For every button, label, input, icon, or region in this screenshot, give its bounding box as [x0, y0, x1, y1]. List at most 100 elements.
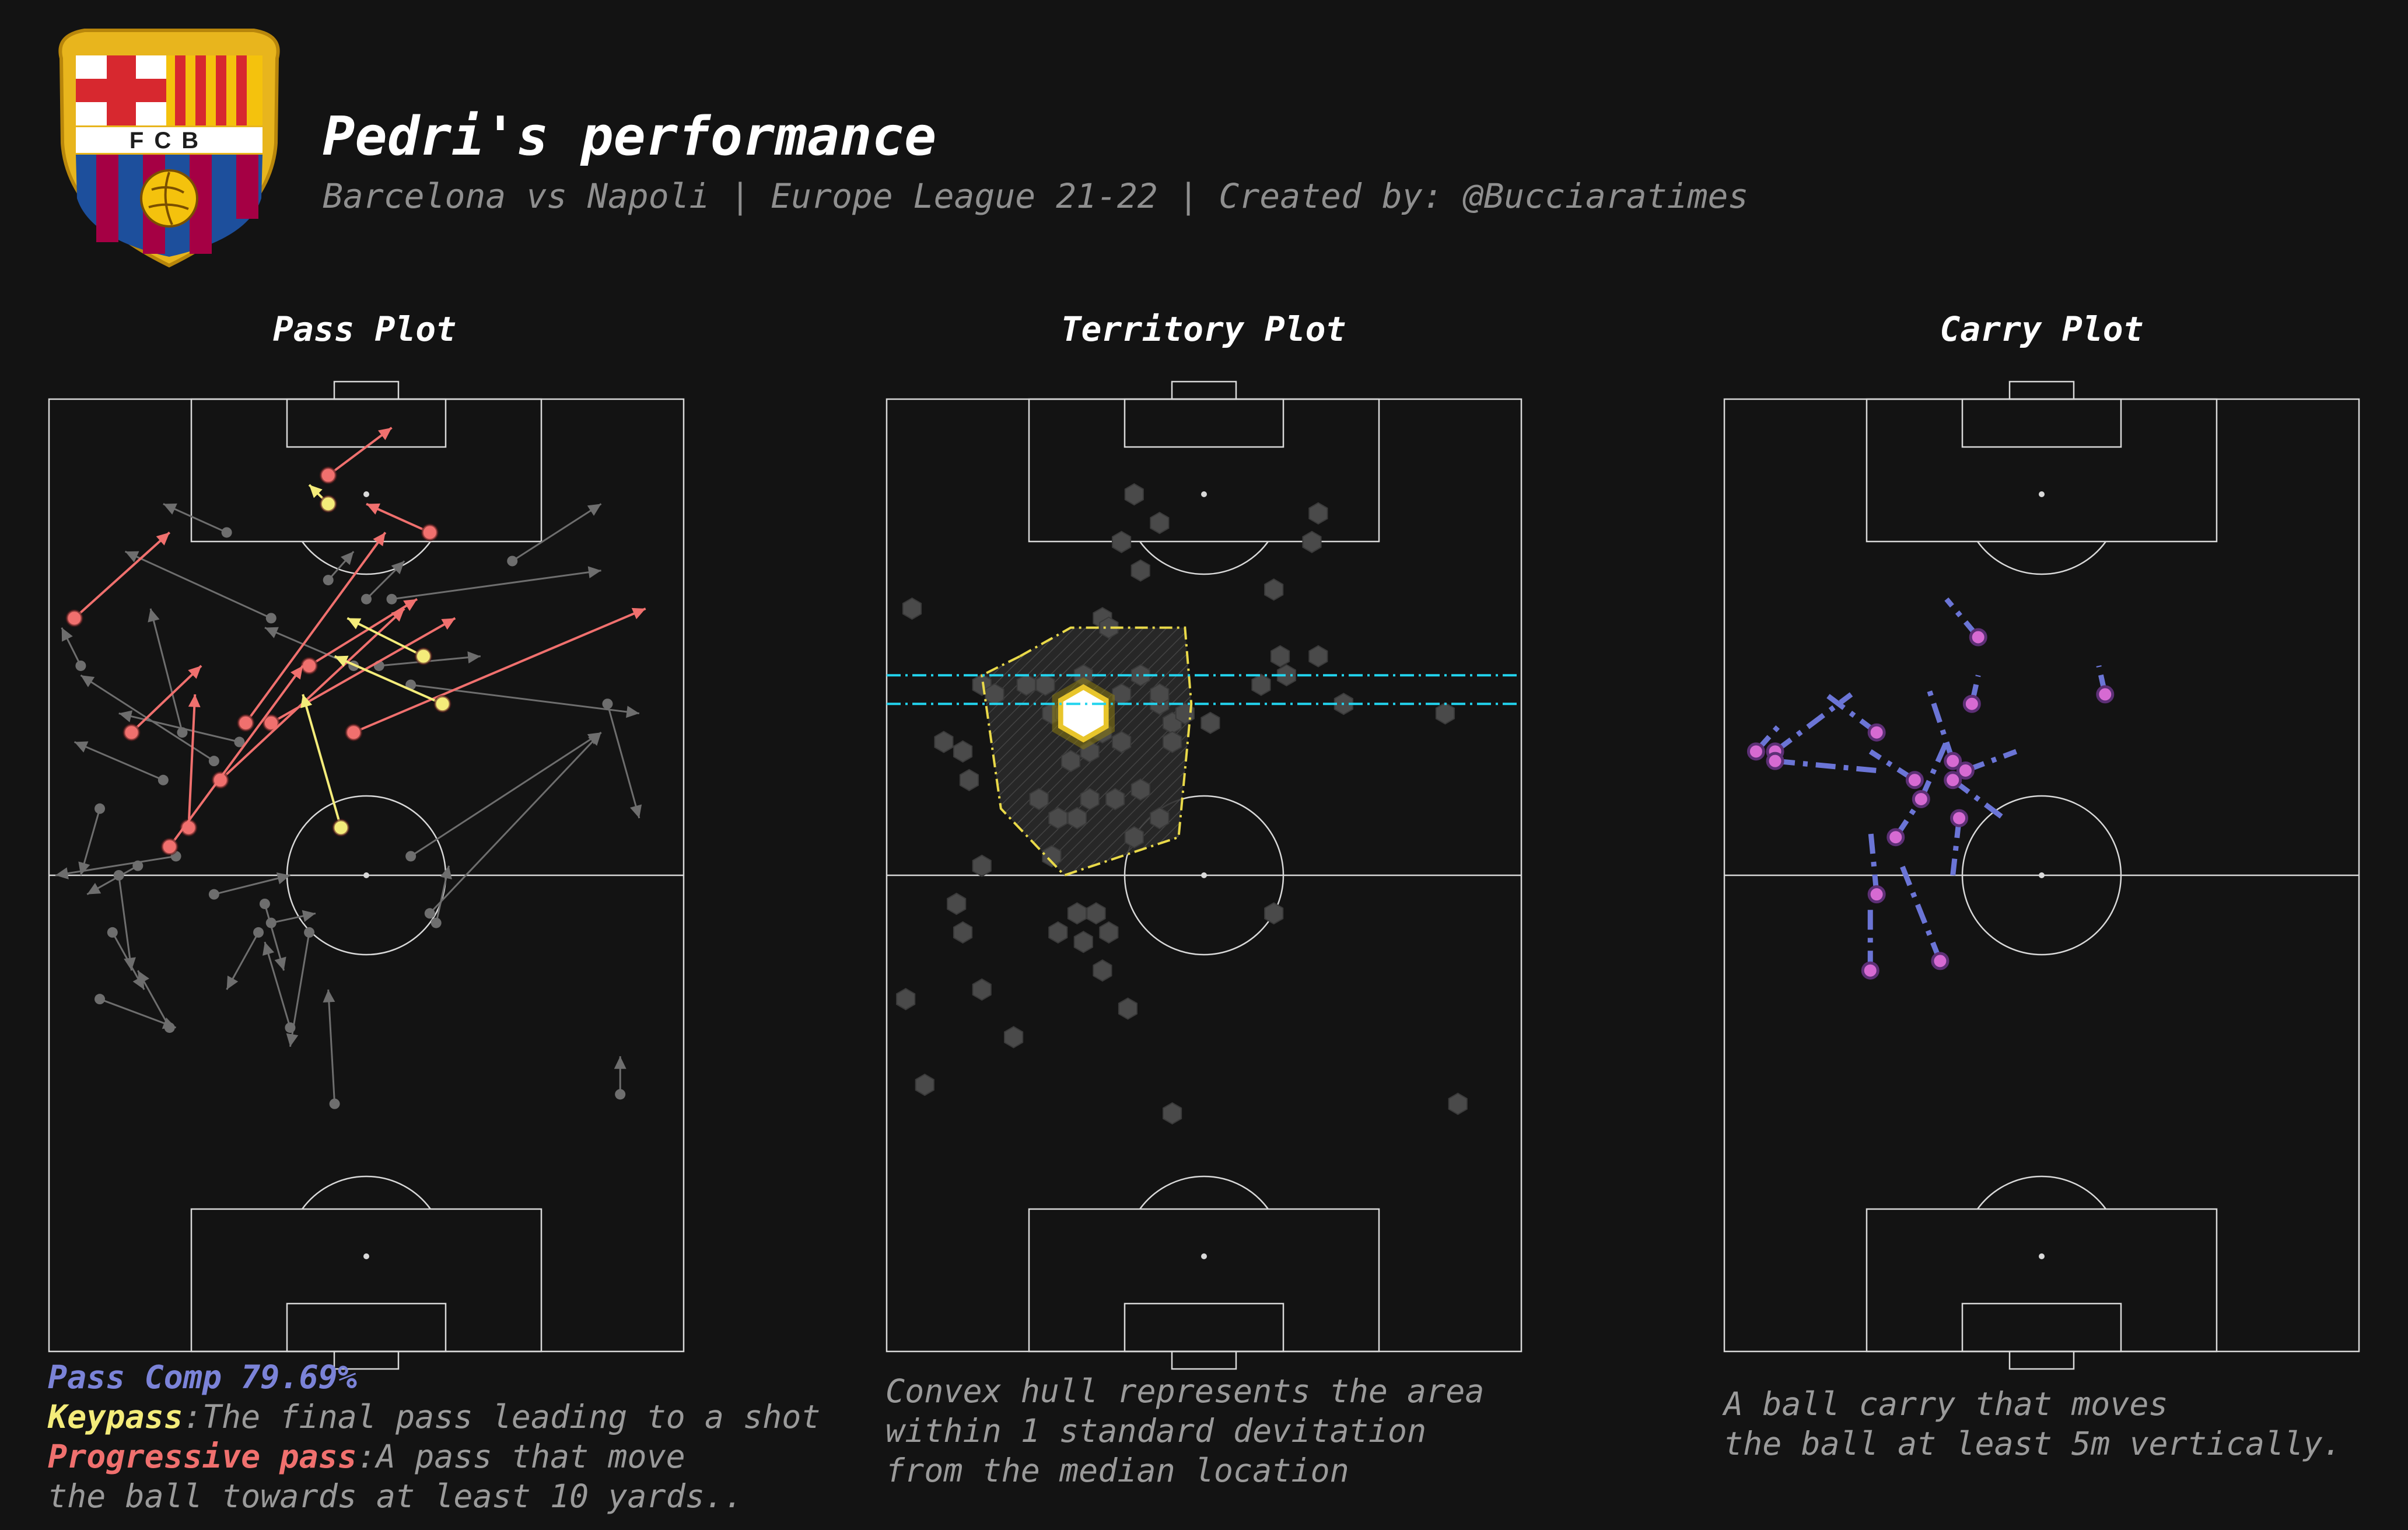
progressive-arrow	[345, 607, 646, 742]
pass-arrowhead	[391, 561, 405, 575]
carry-plot-pitch	[1723, 380, 2360, 1370]
keypass-line	[346, 617, 424, 658]
carry-line	[1924, 684, 1955, 762]
keypass-origin	[332, 819, 350, 837]
touch-hexbin	[1073, 931, 1093, 953]
touch-hexbin	[915, 1073, 935, 1096]
territory-note: Convex hull represents the area within 1…	[886, 1372, 1485, 1489]
pass-origin	[304, 927, 315, 938]
progressive-arrow	[300, 598, 418, 675]
touch-hexbin	[1035, 673, 1055, 696]
pass-arrowhead	[148, 609, 160, 623]
keypass-note: Keypass:The final pass leading to a shot	[48, 1397, 821, 1437]
bottom-penalty-box	[1866, 1208, 2218, 1353]
progressive-origin	[421, 523, 439, 542]
touch-hexbin	[1086, 902, 1106, 925]
pass-arrowhead	[78, 861, 90, 875]
touch-hexbin	[1276, 664, 1297, 687]
carry-start-point	[1861, 961, 1880, 980]
progressive-arrowhead	[391, 609, 405, 622]
keypass-arrow	[334, 655, 452, 713]
pass-arrow	[208, 872, 290, 900]
keypass-origin	[319, 495, 337, 513]
centre-spot	[1201, 872, 1207, 878]
pass-origin	[208, 889, 219, 900]
progressive-arrowhead	[377, 427, 392, 441]
pass-origin	[253, 927, 264, 938]
progressive-arrow	[180, 694, 201, 837]
keypass-arrowhead	[309, 484, 323, 498]
pass-origin	[361, 593, 372, 605]
touch-hexbin	[1004, 1026, 1024, 1049]
pass-origin	[602, 698, 613, 710]
touch-hexbin	[1048, 921, 1068, 944]
top-penalty-box	[1028, 398, 1380, 543]
pass-arrowhead	[467, 651, 481, 664]
pass-arrowhead	[138, 970, 149, 985]
progressive-line	[187, 694, 197, 828]
touch-hexbin	[902, 597, 922, 620]
pass-origin	[94, 994, 106, 1005]
pass-arrow	[361, 560, 405, 605]
centre-circle	[1961, 795, 2122, 956]
pass-arrow	[74, 741, 169, 785]
top-penalty-spot	[1201, 491, 1207, 497]
carry	[1861, 903, 1880, 980]
pass-origin	[208, 756, 219, 767]
keypass-origin	[433, 695, 452, 713]
progressive-line	[169, 665, 304, 848]
touch-hexbin	[1124, 483, 1144, 506]
progressive-arrowhead	[156, 532, 170, 546]
pass-arrow	[262, 941, 296, 1033]
pass-origin	[177, 727, 188, 738]
touch-hexbin	[1130, 559, 1150, 582]
keypass-line	[334, 655, 443, 705]
pass-arrow	[430, 865, 452, 928]
carry-line	[1899, 865, 1943, 962]
pass-line	[410, 731, 602, 857]
progressive-origin	[237, 714, 255, 732]
pass-arrowhead	[74, 741, 89, 753]
keypass-arrow	[346, 617, 432, 665]
progressive-arrow	[123, 665, 202, 742]
touch-hexbin	[1150, 512, 1170, 535]
pass-origin	[386, 593, 397, 605]
touch-hexbin	[1111, 683, 1132, 706]
pass-arrowhead	[302, 910, 316, 923]
progressive-arrowhead	[188, 665, 202, 679]
carry	[1746, 721, 1784, 761]
bottom-penalty-box	[1028, 1208, 1380, 1353]
touch-hexbin	[896, 988, 916, 1011]
progressive-description-cont: the ball towards at least 10 yards..	[48, 1477, 744, 1515]
carry-line	[1774, 758, 1877, 773]
pass-origin	[132, 860, 144, 871]
pass-origin	[265, 613, 276, 624]
bottom-penalty-spot	[1201, 1253, 1207, 1259]
progressive-line	[353, 607, 646, 734]
pass-origin	[285, 1022, 296, 1033]
bottom-goal	[2008, 1350, 2075, 1370]
pass-line	[55, 855, 176, 876]
pass-arrowhead	[118, 710, 133, 722]
bottom-penalty-arc	[1139, 1175, 1269, 1210]
pitch-markings	[886, 380, 1522, 1370]
carry-line	[1919, 740, 1949, 801]
progressive-arrowhead	[403, 599, 418, 611]
keypass-line	[302, 694, 342, 828]
pass-origin	[424, 908, 435, 919]
pass-line	[149, 608, 183, 733]
touch-hexbin	[1067, 902, 1087, 925]
keypass-arrowhead	[334, 655, 349, 667]
touch-hexbin	[985, 683, 1005, 706]
touch-hexbin	[1264, 902, 1284, 925]
progressive-arrowhead	[290, 665, 303, 680]
carry-start-point	[1867, 885, 1886, 904]
bottom-goal	[1171, 1350, 1237, 1370]
pass-arrowhead	[226, 975, 239, 990]
pass-line	[327, 989, 336, 1104]
carry	[1912, 740, 1949, 808]
pass-line	[391, 570, 601, 600]
touch-hexbin	[959, 769, 979, 791]
pass-origin	[107, 927, 118, 938]
touch-hexbin	[1130, 778, 1150, 801]
